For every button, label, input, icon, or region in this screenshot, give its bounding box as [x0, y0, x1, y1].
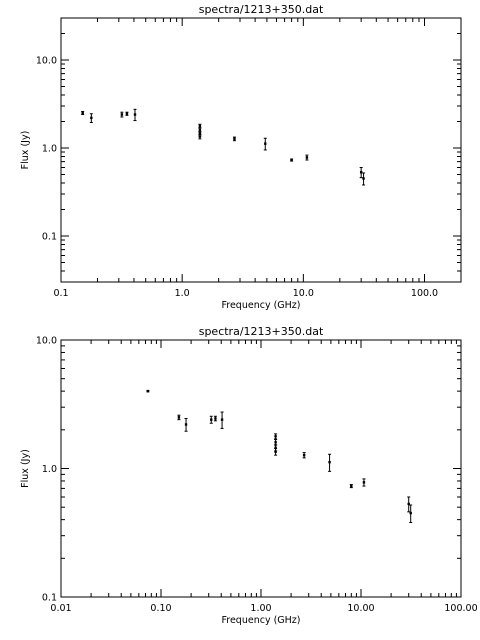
point-marker: [198, 124, 202, 128]
data-point: [220, 411, 224, 429]
point-marker: [198, 128, 202, 132]
point-marker: [81, 111, 84, 115]
point-marker: [274, 435, 277, 438]
data-point: [349, 484, 353, 489]
y-axis-label: Flux (Jy): [20, 449, 31, 488]
point-marker: [302, 453, 306, 457]
point-marker: [198, 132, 202, 135]
point-marker: [184, 423, 188, 426]
data-point: [184, 417, 188, 432]
point-marker: [305, 156, 309, 159]
plot-frame: [60, 17, 462, 283]
x-tick-label: 100.00: [444, 603, 477, 614]
point-marker: [120, 113, 124, 116]
y-tick-label: 10.0: [36, 336, 57, 347]
point-marker: [274, 450, 277, 453]
data-point: [362, 172, 366, 186]
point-marker: [359, 171, 363, 174]
x-tick-label: 0.01: [50, 603, 71, 614]
data-point: [328, 453, 332, 472]
y-tick-label: 0.1: [42, 593, 57, 604]
point-marker: [125, 112, 129, 115]
point-marker: [133, 113, 137, 116]
chart-title: spectra/1213+350.dat: [199, 325, 324, 338]
data-point: [120, 111, 124, 118]
point-marker: [264, 142, 267, 145]
x-tick-label: 10.0: [293, 288, 314, 299]
data-point: [213, 415, 217, 422]
chart-panel-1: spectra/1213+350.dat 0.1 1.0 10.0 100.0 0.1 1.…: [20, 3, 462, 311]
data-point: [198, 123, 202, 129]
x-tick-label: 1.00: [250, 603, 271, 614]
data-point: [274, 433, 278, 440]
data-point: [198, 133, 202, 140]
point-marker: [290, 158, 293, 162]
point-marker: [328, 460, 331, 464]
chart-title: spectra/1213+350.dat: [199, 3, 324, 16]
data-point: [305, 154, 309, 161]
x-axis-label: Frequency (GHz): [221, 615, 300, 626]
y-axis-label: Flux (Jy): [20, 131, 31, 170]
point-marker: [177, 416, 181, 419]
point-marker: [362, 481, 366, 484]
x-tick-label: 0.10: [150, 603, 171, 614]
data-point: [146, 389, 150, 393]
y-tick-label: 0.1: [42, 231, 57, 242]
data-point: [232, 136, 236, 142]
x-tick-label: 0.1: [53, 288, 68, 299]
x-tick-label: 1.0: [175, 288, 190, 299]
data-point: [177, 414, 181, 421]
data-point: [359, 167, 363, 179]
point-marker: [146, 389, 150, 393]
data-point: [302, 452, 306, 459]
data-point: [362, 478, 366, 487]
data-point: [89, 113, 93, 123]
data-point: [81, 110, 85, 116]
chart-panel-2: spectra/1213+350.dat 0.01 0.10 1.00 10.00 100…: [20, 325, 478, 626]
point-marker: [409, 511, 412, 515]
x-tick-label: 10.00: [347, 603, 374, 614]
data-point: [209, 415, 213, 424]
point-marker: [274, 446, 277, 449]
data-point: [274, 448, 278, 456]
point-marker: [350, 484, 353, 488]
data-point: [290, 158, 294, 162]
x-axis-label: Frequency (GHz): [221, 300, 300, 311]
data-point: [133, 108, 137, 122]
point-marker: [198, 135, 202, 138]
data-point: [407, 496, 411, 513]
point-marker: [407, 502, 410, 506]
x-tick-label: 100.0: [411, 288, 438, 299]
point-marker: [90, 116, 93, 120]
point-marker: [220, 418, 224, 421]
data-point: [263, 137, 267, 151]
y-tick-label: 10.0: [36, 55, 57, 66]
point-marker: [214, 417, 217, 420]
point-marker: [233, 137, 236, 141]
data-point: [409, 504, 413, 523]
point-marker: [274, 441, 277, 444]
data-point: [125, 111, 129, 116]
y-tick-label: 1.0: [42, 464, 57, 475]
plot-frame: [60, 339, 462, 598]
y-tick-label: 1.0: [42, 143, 57, 154]
point-marker: [362, 177, 365, 180]
point-marker: [210, 418, 213, 421]
